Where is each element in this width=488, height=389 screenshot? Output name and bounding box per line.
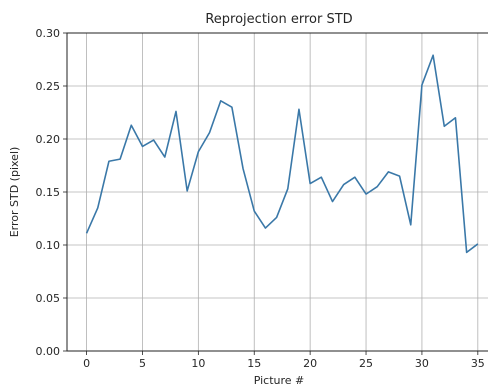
y-tick-label: 0.25 xyxy=(36,80,61,93)
series-layer xyxy=(85,54,479,254)
y-tick-label: 0.05 xyxy=(36,292,61,305)
y-tick-label: 0.30 xyxy=(36,27,61,40)
series-line xyxy=(85,54,479,254)
y-tick-label: 0.10 xyxy=(36,239,61,252)
x-tick-label: 5 xyxy=(139,357,146,370)
y-tick-label: 0.00 xyxy=(36,345,61,358)
x-tick-label: 35 xyxy=(471,357,485,370)
y-axis-label: Error STD (pixel) xyxy=(8,147,21,238)
ticks: 0 5 10 15 20 25 30 35 0.00 0.05 0.10 0.15 0.20 0.25 0.… xyxy=(36,27,485,370)
chart-title: Reprojection error STD xyxy=(205,12,352,27)
y-tick-label: 0.20 xyxy=(36,133,61,146)
y-tick-label: 0.15 xyxy=(36,186,61,199)
x-tick-label: 15 xyxy=(247,357,261,370)
x-axis-label: Picture # xyxy=(254,374,305,387)
x-tick-label: 10 xyxy=(191,357,205,370)
x-tick-label: 20 xyxy=(303,357,317,370)
grid xyxy=(67,32,488,352)
x-tick-label: 25 xyxy=(359,357,373,370)
x-tick-label: 30 xyxy=(415,357,429,370)
x-tick-label: 0 xyxy=(83,357,90,370)
